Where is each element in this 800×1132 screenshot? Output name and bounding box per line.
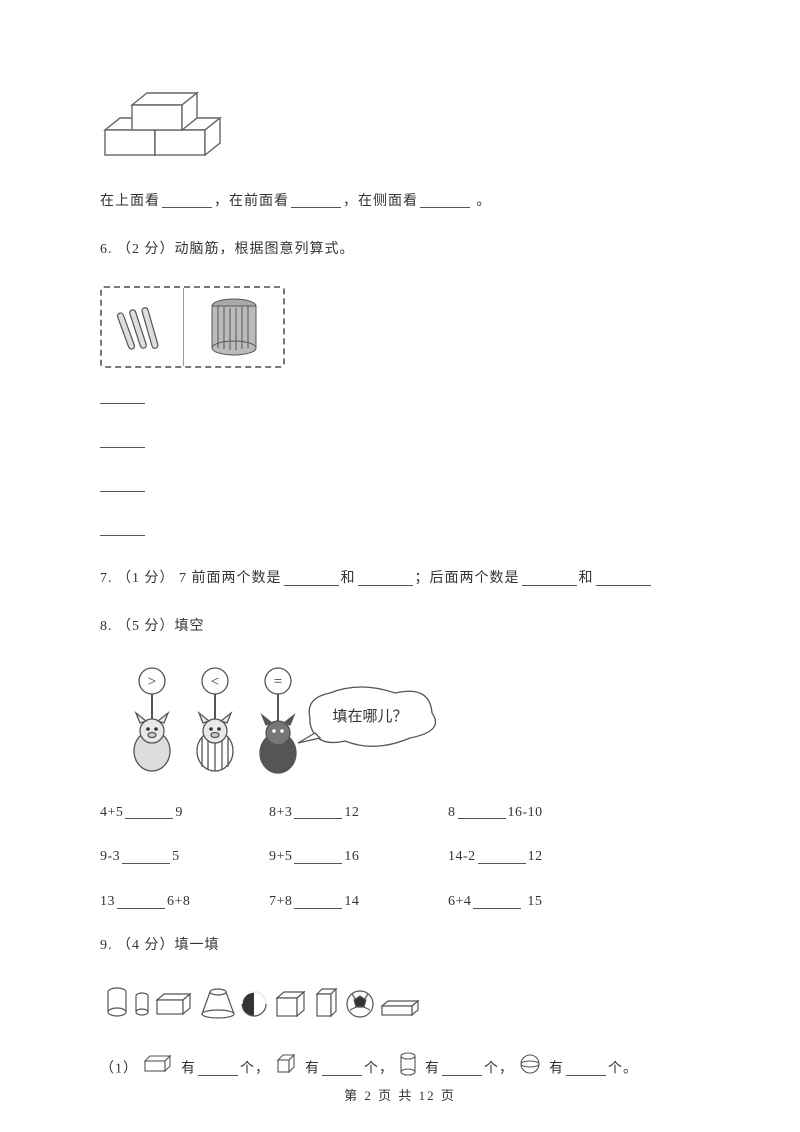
q8-r3c3-blank[interactable] [473, 895, 521, 909]
q9-l4: 个， [364, 1061, 394, 1076]
q8-r2c3-left: 14-2 [448, 849, 476, 864]
q8-r3c3-left: 6+4 [448, 894, 471, 909]
svg-text:<: < [211, 674, 219, 690]
q9-l3: 有 [301, 1061, 321, 1076]
q8-r2c3-right: 12 [528, 849, 543, 864]
q8-row-1: 4+5 9 8+3 12 8 16-10 [100, 800, 700, 827]
sphere-icon [519, 1053, 541, 1086]
q8-r1c3-blank[interactable] [458, 805, 506, 819]
q8-r2c1-blank[interactable] [122, 850, 170, 864]
q8-r1c3-left: 8 [448, 805, 456, 820]
q6-blank-2[interactable] [100, 434, 145, 448]
q8-r1c1-right: 9 [175, 805, 183, 820]
q8-heading: 8. （5 分）填空 [100, 614, 700, 641]
q9-l2: 个， [240, 1061, 270, 1076]
q9-blank-1[interactable] [198, 1062, 238, 1076]
stacked-boxes-figure [100, 90, 700, 171]
q8-r3c1-left: 13 [100, 894, 115, 909]
q9-blank-4[interactable] [566, 1062, 606, 1076]
cuboid-icon [143, 1054, 173, 1085]
q8-r2c1-right: 5 [172, 849, 180, 864]
q9-subline: （1） 有 个， 有 个， 有 个， 有 个。 [100, 1051, 700, 1088]
q7-text-4: 和 [579, 571, 594, 586]
q5-blank-3[interactable] [420, 194, 470, 208]
q5-text-4: 。 [472, 194, 492, 209]
q9-l1: 有 [177, 1061, 197, 1076]
pencil-figure [100, 286, 285, 368]
q9-l8: 个。 [608, 1061, 638, 1076]
q8-r1c2-left: 8+3 [269, 805, 292, 820]
q7-text-2: 和 [341, 571, 356, 586]
q7-blank-4[interactable] [596, 572, 651, 586]
q7-line: 7. （1 分） 7 前面两个数是 和 ；后面两个数是 和 [100, 566, 700, 593]
q8-row-2: 9-3 5 9+5 16 14-2 12 [100, 844, 700, 871]
q9-shapes-figure [102, 982, 700, 1035]
q5-blank-2[interactable] [291, 194, 341, 208]
q8-r3c1-right: 6+8 [167, 894, 190, 909]
q7-blank-3[interactable] [522, 572, 577, 586]
q6-blank-4[interactable] [100, 522, 145, 536]
q8-r1c1-blank[interactable] [125, 805, 173, 819]
q9-l6: 个， [484, 1061, 514, 1076]
q8-r1c1-left: 4+5 [100, 805, 123, 820]
svg-text:=: = [274, 674, 282, 690]
q8-r1c3-right: 16-10 [508, 805, 543, 820]
q8-row-3: 13 6+8 7+8 14 6+4 15 [100, 889, 700, 916]
speech-text: 填在哪儿？ [332, 708, 407, 725]
q8-r2c3-blank[interactable] [478, 850, 526, 864]
q5-blank-1[interactable] [162, 194, 212, 208]
cylinder-icon [399, 1051, 417, 1088]
q9-blank-3[interactable] [442, 1062, 482, 1076]
pigs-figure: > < = [110, 663, 700, 794]
q8-r3c2-right: 14 [344, 894, 359, 909]
q7-text-1: 7. （1 分） 7 前面两个数是 [100, 571, 282, 586]
q6-heading: 6. （2 分）动脑筋，根据图意列算式。 [100, 237, 700, 264]
q7-blank-1[interactable] [284, 572, 339, 586]
q7-text-3: ；后面两个数是 [415, 571, 520, 586]
q8-r3c3-right: 15 [523, 894, 542, 909]
q8-r3c1-blank[interactable] [117, 895, 165, 909]
q5-line: 在上面看 ，在前面看 ，在侧面看 。 [100, 189, 700, 216]
q8-r1c2-blank[interactable] [294, 805, 342, 819]
q6-blank-1[interactable] [100, 390, 145, 404]
q8-r3c2-left: 7+8 [269, 894, 292, 909]
q9-l5: 有 [421, 1061, 441, 1076]
q5-text-1: 在上面看 [100, 194, 160, 209]
q5-text-2: ，在前面看 [214, 194, 289, 209]
q8-r2c1-left: 9-3 [100, 849, 120, 864]
cube-icon [275, 1053, 297, 1086]
q8-r1c2-right: 12 [344, 805, 359, 820]
q7-blank-2[interactable] [358, 572, 413, 586]
q6-blank-3[interactable] [100, 478, 145, 492]
q9-heading: 9. （4 分）填一填 [100, 933, 700, 960]
q9-blank-2[interactable] [322, 1062, 362, 1076]
q8-r3c2-blank[interactable] [294, 895, 342, 909]
q5-text-3: ，在侧面看 [343, 194, 418, 209]
page-footer: 第 2 页 共 12 页 [0, 1085, 800, 1104]
q9-l7: 有 [545, 1061, 565, 1076]
q8-r2c2-right: 16 [344, 849, 359, 864]
q9-prefix: （1） [100, 1061, 138, 1076]
q8-r2c2-blank[interactable] [294, 850, 342, 864]
q8-r2c2-left: 9+5 [269, 849, 292, 864]
svg-text:>: > [148, 674, 156, 690]
